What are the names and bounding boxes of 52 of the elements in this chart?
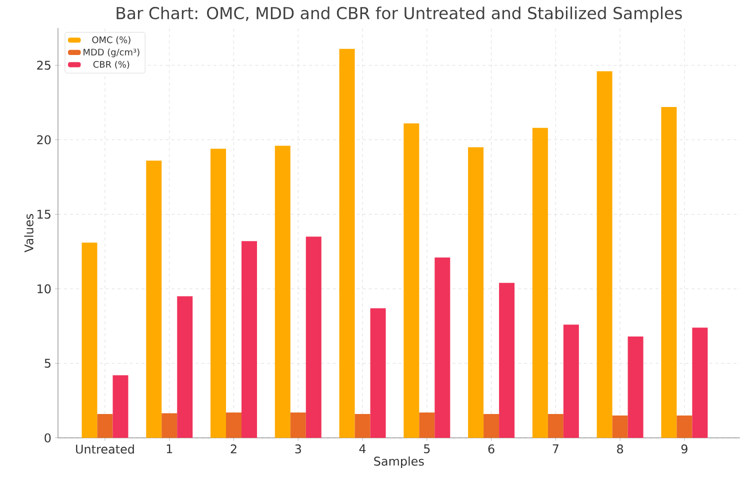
bar bbox=[484, 414, 500, 438]
bar bbox=[82, 242, 98, 438]
x-tick-label: 7 bbox=[552, 444, 558, 454]
bar bbox=[339, 48, 355, 438]
x-tick-label: 8 bbox=[617, 444, 624, 454]
bar bbox=[112, 375, 128, 438]
bar bbox=[146, 160, 162, 438]
bar bbox=[532, 128, 548, 438]
bar bbox=[306, 236, 322, 438]
x-tick-label: 9 bbox=[681, 444, 688, 454]
y-tick-label: 5 bbox=[44, 358, 50, 368]
bar bbox=[404, 123, 420, 438]
bar bbox=[563, 324, 579, 438]
x-tick-label: 6 bbox=[488, 444, 494, 454]
y-tick-label: 25 bbox=[37, 60, 50, 70]
x-tick-label: 1 bbox=[166, 444, 172, 454]
bar bbox=[596, 71, 612, 438]
bar bbox=[419, 412, 435, 438]
bar bbox=[434, 258, 450, 438]
bar bbox=[548, 414, 564, 438]
y-axis-title: Values bbox=[24, 214, 34, 252]
bar bbox=[692, 328, 708, 438]
x-tick-label: 3 bbox=[295, 444, 301, 454]
legend-label: MDD (g/cm³) bbox=[84, 48, 140, 58]
y-tick-label: 10 bbox=[38, 284, 51, 294]
bar bbox=[661, 107, 677, 438]
x-tick-label: 5 bbox=[424, 444, 430, 454]
x-tick-label: 2 bbox=[230, 444, 236, 454]
bar bbox=[628, 336, 644, 438]
bar bbox=[177, 296, 193, 438]
bar bbox=[468, 147, 484, 438]
bar bbox=[370, 308, 386, 438]
legend-label: OMC (%) bbox=[92, 36, 130, 44]
bar bbox=[274, 146, 290, 438]
bar bbox=[612, 416, 628, 438]
bar bbox=[290, 412, 306, 438]
y-tick-label: 0 bbox=[44, 433, 51, 442]
bar bbox=[499, 282, 515, 438]
y-tick-label: 15 bbox=[38, 210, 50, 219]
x-tick-label: 4 bbox=[359, 444, 366, 454]
legend-label: CBR (%) bbox=[93, 60, 130, 69]
bar bbox=[242, 241, 257, 438]
x-tick-label: Untreated bbox=[76, 444, 134, 454]
bar bbox=[354, 414, 370, 438]
y-tick-label: 20 bbox=[37, 135, 51, 144]
chart-title: Bar Chart: OMC, MDD and CBR for Untreated and Stabilized Samples bbox=[116, 6, 682, 23]
bar bbox=[162, 413, 178, 438]
x-axis-title: Samples bbox=[374, 456, 424, 468]
bar bbox=[676, 416, 692, 438]
bar bbox=[210, 148, 226, 438]
bar bbox=[97, 414, 113, 438]
bar bbox=[226, 412, 242, 438]
